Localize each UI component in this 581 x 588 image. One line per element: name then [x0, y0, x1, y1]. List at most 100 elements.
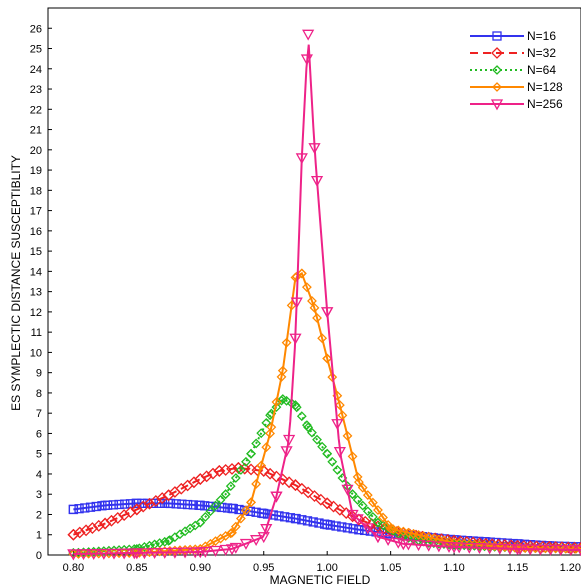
data-point	[322, 448, 333, 459]
x-tick-label: 1.20	[560, 562, 581, 574]
data-point	[300, 54, 313, 66]
data-point	[408, 534, 419, 545]
data-point	[235, 513, 246, 524]
data-point	[303, 422, 314, 433]
data-point	[280, 446, 293, 458]
data-point	[285, 513, 296, 523]
data-point	[321, 307, 334, 319]
data-point	[347, 451, 358, 462]
y-tick-label: 8	[36, 388, 42, 400]
data-point	[483, 543, 496, 555]
legend-marker	[491, 47, 503, 59]
y-tick-label: 16	[30, 226, 42, 238]
y-tick-label: 1	[36, 530, 42, 542]
data-point	[290, 513, 301, 524]
data-point	[302, 516, 313, 526]
x-tick-label: 1.15	[507, 562, 528, 574]
data-point	[493, 543, 506, 555]
data-point	[230, 473, 241, 483]
data-point	[277, 394, 288, 404]
data-point	[371, 532, 385, 544]
data-point	[251, 438, 262, 449]
data-point	[175, 529, 185, 540]
data-point	[246, 448, 256, 459]
data-point	[353, 477, 364, 487]
data-point	[246, 448, 256, 459]
data-point	[225, 544, 239, 556]
data-point	[85, 502, 96, 512]
legend-label: N=16	[527, 29, 556, 43]
data-point	[357, 500, 368, 511]
x-tick-label: 0.80	[63, 562, 84, 574]
data-point	[296, 411, 307, 422]
y-tick-label: 2	[36, 509, 42, 521]
series-line	[73, 44, 581, 555]
data-point	[270, 470, 283, 483]
series-line	[73, 398, 581, 554]
y-axis-title: ES SYMPLECTIC DISTANCE SUSCEPTIBLITY	[9, 155, 23, 411]
data-point	[259, 508, 269, 519]
data-point	[159, 536, 170, 547]
data-point	[308, 143, 321, 155]
data-point	[289, 479, 302, 492]
legend-label: N=128	[527, 80, 563, 94]
y-tick-label: 21	[30, 125, 42, 137]
data-point	[162, 489, 175, 502]
y-tick-label: 3	[36, 489, 42, 501]
plot-frame	[47, 7, 581, 556]
data-point	[310, 175, 324, 187]
x-axis: 0.80 0.85 0.90 0.95 1.00 1.05 1.10 1.15 1.20	[63, 551, 581, 574]
data-point	[235, 464, 246, 475]
data-point	[227, 527, 237, 538]
data-point	[554, 544, 567, 556]
data-point	[215, 494, 226, 505]
series-n-64	[68, 394, 581, 558]
legend-item: N=256	[470, 97, 563, 111]
data-point	[312, 434, 322, 445]
data-point	[100, 500, 110, 511]
data-point	[77, 549, 90, 561]
data-point	[158, 547, 171, 559]
data-point	[246, 497, 256, 508]
data-point	[373, 517, 383, 528]
data-point	[241, 505, 251, 516]
data-point	[378, 512, 388, 523]
x-axis-title: MAGNETIC FIELD	[270, 573, 371, 587]
data-point	[382, 534, 395, 546]
data-point	[276, 473, 289, 486]
data-point	[120, 499, 130, 509]
data-point	[341, 484, 354, 496]
legend-item: N=128	[470, 80, 563, 94]
x-tick-label: 1.00	[316, 562, 337, 574]
data-point	[178, 547, 192, 559]
data-point	[280, 512, 290, 522]
data-point	[182, 499, 193, 510]
data-point	[261, 442, 272, 453]
data-point	[194, 473, 207, 485]
data-point	[200, 470, 213, 483]
data-point	[309, 302, 320, 313]
data-point	[139, 542, 150, 552]
data-point	[385, 523, 396, 534]
data-point	[383, 520, 394, 530]
data-point	[91, 501, 101, 512]
y-tick-label: 19	[30, 165, 42, 177]
data-point	[277, 365, 288, 376]
data-point	[283, 434, 296, 446]
data-point	[274, 511, 284, 521]
legend-item: N=16	[470, 29, 556, 43]
y-tick-label: 20	[30, 145, 42, 157]
data-point	[333, 503, 346, 516]
data-point	[346, 509, 359, 521]
data-point	[373, 505, 383, 515]
data-point	[190, 520, 201, 531]
data-point	[317, 333, 328, 344]
data-point	[296, 268, 307, 279]
data-point	[564, 545, 577, 557]
y-tick-label: 10	[30, 347, 42, 359]
data-point	[220, 489, 231, 500]
data-point	[163, 535, 174, 546]
data-point	[261, 417, 272, 428]
data-point	[130, 503, 143, 516]
data-point	[268, 510, 278, 520]
